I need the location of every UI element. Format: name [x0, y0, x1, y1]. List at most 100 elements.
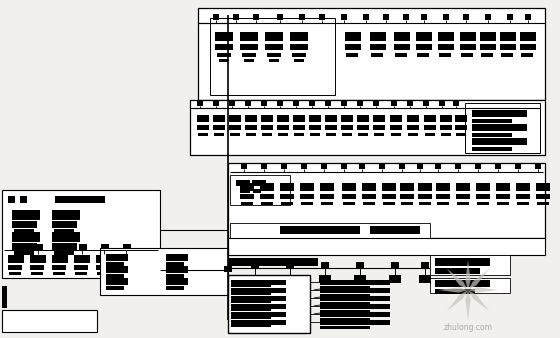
Bar: [215, 44, 233, 50]
Bar: [233, 14, 239, 20]
Bar: [319, 275, 331, 283]
Polygon shape: [438, 287, 468, 293]
Bar: [8, 196, 15, 203]
Bar: [475, 163, 481, 169]
Bar: [106, 286, 124, 290]
Bar: [281, 202, 293, 205]
Bar: [407, 115, 419, 122]
Bar: [423, 100, 429, 106]
Bar: [123, 244, 131, 250]
Bar: [240, 189, 250, 193]
Bar: [463, 14, 469, 20]
Bar: [260, 194, 274, 199]
Bar: [341, 100, 347, 106]
Bar: [435, 280, 490, 287]
Bar: [215, 32, 233, 41]
Bar: [14, 229, 34, 233]
Bar: [440, 125, 452, 130]
Bar: [424, 125, 436, 130]
Bar: [455, 163, 461, 169]
Bar: [342, 133, 352, 136]
Bar: [496, 194, 510, 199]
Bar: [106, 254, 128, 261]
Bar: [9, 272, 21, 275]
Bar: [293, 100, 299, 106]
Bar: [460, 44, 476, 50]
Bar: [320, 294, 370, 297]
Bar: [356, 262, 364, 268]
Bar: [253, 189, 261, 193]
Bar: [294, 133, 304, 136]
Bar: [401, 202, 413, 205]
Bar: [497, 202, 509, 205]
Bar: [74, 255, 90, 263]
Bar: [516, 183, 530, 191]
Bar: [476, 194, 490, 199]
Bar: [345, 32, 361, 41]
Bar: [373, 100, 379, 106]
Bar: [373, 125, 385, 130]
Bar: [54, 251, 74, 255]
Bar: [52, 243, 77, 250]
Bar: [213, 125, 225, 130]
Bar: [455, 115, 467, 122]
Bar: [52, 210, 80, 220]
Bar: [197, 115, 209, 122]
Bar: [292, 53, 306, 57]
Bar: [373, 115, 385, 122]
Bar: [394, 32, 410, 41]
Bar: [342, 194, 356, 199]
Bar: [54, 229, 74, 233]
Bar: [281, 163, 287, 169]
Bar: [320, 296, 390, 301]
Bar: [363, 202, 375, 205]
Bar: [419, 275, 431, 283]
Bar: [326, 133, 336, 136]
Bar: [265, 32, 283, 41]
Bar: [230, 133, 240, 136]
Bar: [379, 163, 385, 169]
Bar: [310, 133, 320, 136]
Bar: [267, 53, 281, 57]
Bar: [245, 115, 257, 122]
Bar: [358, 133, 368, 136]
Bar: [439, 53, 451, 57]
Bar: [231, 285, 271, 287]
Bar: [481, 53, 493, 57]
Bar: [229, 100, 235, 106]
Bar: [231, 309, 271, 311]
Bar: [456, 183, 470, 191]
Bar: [198, 8, 545, 100]
Bar: [525, 14, 531, 20]
Bar: [517, 202, 529, 205]
Bar: [213, 14, 219, 20]
Bar: [261, 115, 273, 122]
Bar: [359, 163, 365, 169]
Bar: [55, 196, 105, 203]
Bar: [436, 183, 450, 191]
Bar: [166, 278, 188, 285]
Bar: [383, 202, 395, 205]
Bar: [535, 163, 541, 169]
Bar: [383, 14, 389, 20]
Bar: [325, 125, 337, 130]
Bar: [260, 183, 274, 191]
Bar: [437, 202, 449, 205]
Bar: [245, 100, 251, 106]
Bar: [210, 18, 335, 95]
Bar: [418, 183, 432, 191]
Bar: [421, 262, 429, 268]
Bar: [417, 163, 423, 169]
Bar: [325, 100, 331, 106]
Bar: [280, 183, 294, 191]
Bar: [12, 243, 37, 250]
Bar: [416, 44, 432, 50]
Bar: [2, 286, 7, 308]
Bar: [341, 125, 353, 130]
Polygon shape: [465, 290, 470, 320]
Bar: [231, 320, 286, 325]
Bar: [500, 32, 516, 41]
Bar: [219, 59, 229, 62]
Bar: [435, 258, 490, 266]
Bar: [261, 125, 273, 130]
